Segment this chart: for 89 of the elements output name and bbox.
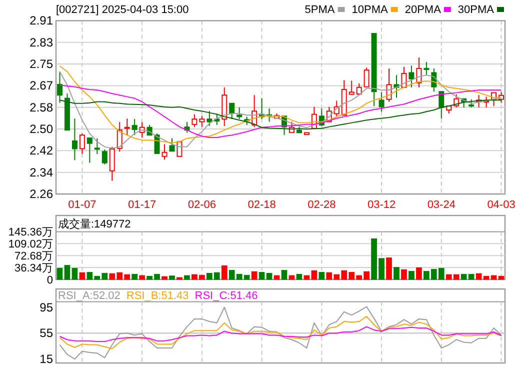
line-series <box>59 316 502 350</box>
bar <box>162 276 168 280</box>
candlestick <box>192 114 198 128</box>
candlestick <box>222 86 228 127</box>
y-tick-label: 95 <box>40 300 54 314</box>
bar <box>296 274 302 280</box>
bar <box>184 275 190 280</box>
y-tick-label: 2.67 <box>30 78 54 93</box>
bar <box>288 275 295 280</box>
bar <box>221 265 228 280</box>
y-tick-label: 2.42 <box>30 144 54 158</box>
line-series <box>59 306 502 360</box>
legend-label: 20PMA <box>404 4 442 16</box>
bar <box>408 270 414 280</box>
chart-title: [002721] 2025-04-03 15:00 <box>56 4 189 16</box>
y-tick-label: 55 <box>40 326 54 340</box>
candlestick <box>394 74 400 98</box>
chart-title: 成交量:149772 <box>58 218 131 230</box>
bar <box>139 275 145 280</box>
legend-label: 30PMA <box>458 4 495 16</box>
y-tick-label: 0 <box>46 274 53 286</box>
bar <box>64 265 70 280</box>
candlestick <box>424 62 430 76</box>
candlestick <box>206 110 212 127</box>
text: RSI_B:51.43 <box>126 290 189 302</box>
candlestick <box>56 71 62 104</box>
bar <box>386 257 392 280</box>
bar <box>258 272 265 280</box>
bar <box>416 267 422 280</box>
x-tick-label: 01-17 <box>128 199 156 211</box>
x-tick-label: 02-28 <box>308 199 336 211</box>
y-tick-label: 15 <box>40 352 54 365</box>
x-tick-label: 02-18 <box>248 199 276 211</box>
candlestick <box>94 138 100 155</box>
y-tick-label: 2.83 <box>30 35 54 50</box>
bar <box>169 276 175 280</box>
candlestick <box>116 122 122 152</box>
candlestick <box>386 68 392 102</box>
y-tick-label: 2.91 <box>30 14 54 28</box>
text: RSI_A:52.02 <box>58 290 120 302</box>
x-tick-label: 04-03 <box>487 199 516 211</box>
candlestick <box>72 118 78 161</box>
bar <box>401 269 407 280</box>
bar <box>72 268 78 280</box>
bar <box>266 272 272 280</box>
text: RSI_C:51.46 <box>194 290 258 302</box>
candlestick <box>102 148 108 165</box>
candlestick <box>364 67 370 88</box>
candlestick <box>408 64 414 88</box>
bar <box>132 274 138 280</box>
candlestick <box>169 138 175 152</box>
candlestick <box>124 118 130 136</box>
candlestick <box>214 114 220 126</box>
candlestick <box>236 106 242 120</box>
y-tick-label: 145.36万 <box>8 226 53 239</box>
candlestick <box>229 102 235 120</box>
candlestick <box>199 115 205 128</box>
candlestick <box>79 132 85 155</box>
candlestick <box>132 118 138 136</box>
y-tick-label: 2.58 <box>30 100 54 114</box>
candlestick <box>162 144 168 160</box>
x-tick-label: 03-24 <box>427 199 456 211</box>
bar <box>498 276 504 280</box>
legend-label: 5PMA <box>304 4 336 16</box>
x-tick-label: 01-07 <box>68 199 96 211</box>
candlestick <box>438 91 444 120</box>
candlestick <box>109 146 115 182</box>
line-series <box>59 326 502 342</box>
candlestick <box>378 92 384 112</box>
bar <box>281 270 288 280</box>
x-tick-label: 02-06 <box>188 199 216 211</box>
y-tick-label: 2.34 <box>30 165 54 180</box>
y-tick-label: 2.75 <box>30 57 54 72</box>
x-tick-label: 03-12 <box>367 199 396 211</box>
bar <box>274 275 280 280</box>
candlestick <box>348 80 354 95</box>
bar <box>394 267 400 280</box>
y-tick-label: 36.34万 <box>14 262 53 275</box>
y-tick-label: 2.50 <box>30 122 54 136</box>
bar <box>490 275 497 280</box>
bar <box>251 271 258 280</box>
y-tick-label: 109.02万 <box>8 238 53 251</box>
legend-label: 10PMA <box>352 4 388 16</box>
y-tick-label: 72.68万 <box>14 250 53 263</box>
y-tick-label: 2.26 <box>30 187 54 201</box>
bar <box>318 272 325 280</box>
candlestick <box>86 138 92 164</box>
bar <box>79 272 86 280</box>
bar <box>56 268 63 280</box>
